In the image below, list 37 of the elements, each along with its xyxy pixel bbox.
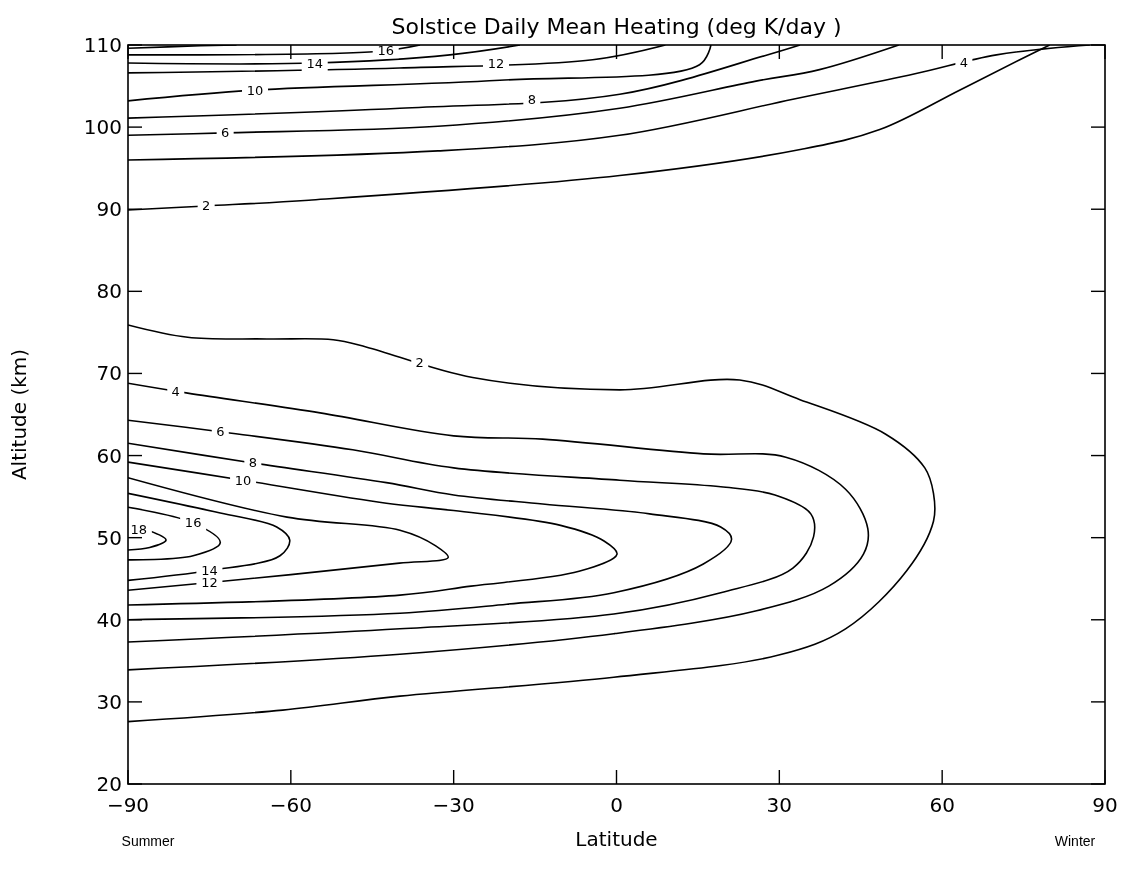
x-tick-label: −60: [269, 793, 312, 817]
y-tick-label: 30: [96, 689, 122, 714]
series-label: 4: [959, 54, 969, 70]
series-label: 10: [246, 82, 264, 98]
y-tick-label: 60: [96, 443, 122, 468]
text: Summer: [121, 833, 175, 849]
series-label: 10: [234, 472, 252, 488]
x-tick-label: 30: [766, 793, 793, 817]
series-label: 8: [527, 92, 536, 108]
series-label: 16: [184, 515, 202, 531]
series-label: 12: [487, 56, 505, 72]
x-tick-label: −90: [106, 793, 150, 817]
y-tick-label: 50: [96, 525, 122, 550]
y-tick-label: 70: [96, 361, 122, 386]
y-tick-label: 100: [83, 115, 122, 140]
y-tick-label: 80: [96, 279, 122, 304]
series-label: 2: [415, 354, 424, 370]
y-axis-title: Altitude (km): [7, 348, 31, 481]
x-tick-label: 0: [610, 793, 623, 817]
y-tick-label: 110: [83, 33, 122, 57]
series-label: 6: [221, 125, 230, 141]
y-tick-label: 40: [96, 607, 122, 632]
text: Winter: [1054, 833, 1096, 849]
y-tick-label: 20: [96, 772, 122, 796]
x-tick-label: −30: [432, 793, 475, 817]
x-tick-label: 60: [929, 793, 955, 817]
series-label: 16: [377, 42, 394, 58]
series-label: 6: [216, 424, 225, 440]
x-axis-title: Latitude: [575, 827, 658, 851]
chart-title: Solstice Daily Mean Heating (deg K/day ): [391, 14, 842, 39]
series-label: 18: [130, 521, 148, 537]
y-tick-label: 90: [96, 197, 122, 222]
series-label: 14: [306, 55, 323, 71]
series-label: 8: [248, 455, 257, 471]
series-label: 2: [202, 198, 211, 214]
series-label: 4: [171, 383, 180, 399]
x-tick-label: 90: [1092, 793, 1118, 817]
